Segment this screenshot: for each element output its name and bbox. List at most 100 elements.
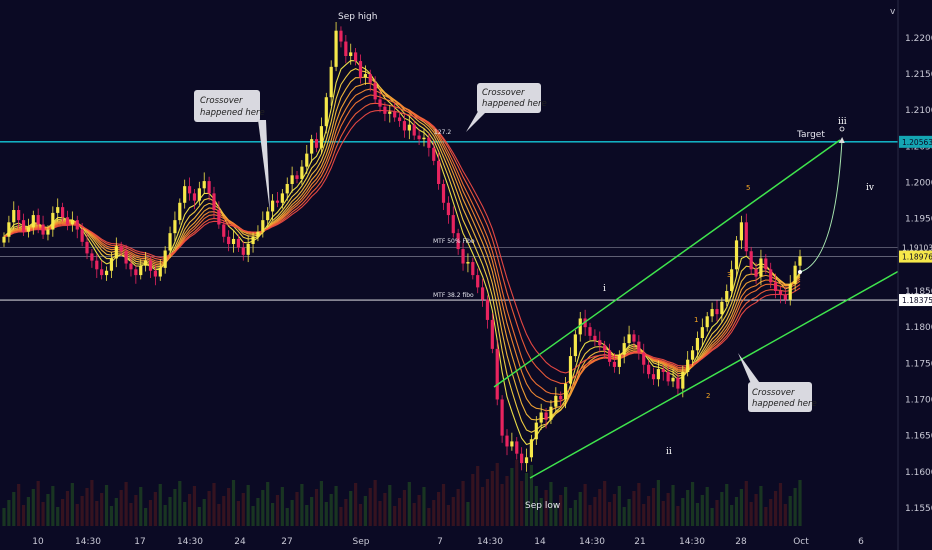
candle-body: [466, 262, 470, 264]
candle-body: [168, 233, 172, 251]
volume-bar: [344, 499, 348, 526]
candle-body: [622, 343, 626, 355]
mtf-382-label: MTF 38.2 fibo: [433, 292, 474, 299]
candle-body: [65, 217, 70, 225]
candle-body: [319, 126, 324, 148]
candle-body: [2, 236, 6, 243]
candle-body: [739, 222, 743, 241]
candle-body: [31, 215, 35, 228]
candle-body: [700, 327, 704, 338]
candle-body: [651, 374, 656, 380]
volume-bar: [461, 481, 465, 526]
volume-bar: [383, 493, 387, 526]
candle-body: [798, 256, 802, 266]
candle-body: [349, 52, 353, 56]
volume-bar: [554, 503, 558, 526]
candle-body: [578, 318, 582, 335]
volume-bar: [334, 486, 338, 526]
callout-2[interactable]: Crossover happened here: [466, 83, 547, 132]
candle-body: [114, 246, 118, 259]
volume-bar: [266, 482, 270, 526]
volume-bar: [246, 485, 250, 526]
candle-body: [61, 207, 65, 218]
candle-body: [534, 422, 538, 440]
volume-bar: [749, 502, 753, 526]
volume-bar: [759, 486, 763, 526]
candle-body: [783, 294, 787, 300]
channel-lower-line[interactable]: [529, 266, 907, 479]
volume-bar: [12, 492, 16, 526]
callout-1[interactable]: Crossover happened here: [194, 90, 270, 212]
volume-bar: [217, 504, 221, 526]
candlesticks: [2, 22, 802, 472]
volume-bar: [314, 489, 319, 526]
candle-body: [759, 258, 763, 277]
candle-body: [632, 334, 636, 342]
candle-body: [124, 251, 128, 264]
candle-body: [36, 215, 40, 225]
price-axis[interactable]: v 1.220001.215001.210001.205001.200001.1…: [890, 0, 932, 550]
volume-bar: [603, 481, 607, 526]
time-axis[interactable]: 10 14:30 17 14:30 24 27 Sep 7 14:30 14 14:30 21 14:3…: [32, 537, 864, 547]
callout-3[interactable]: Crossover happened here: [738, 353, 817, 412]
volume-bar: [109, 506, 114, 526]
volume-bar: [549, 482, 553, 526]
candle-body: [734, 240, 739, 270]
price-tick-label: 1.22000: [905, 34, 932, 44]
candle-body: [305, 153, 309, 167]
candle-body: [539, 412, 543, 423]
channel-upper-line[interactable]: [493, 139, 841, 388]
volume-bar: [671, 485, 675, 526]
volume-bar: [7, 500, 11, 526]
candle-body: [437, 160, 441, 184]
volume-bar: [324, 502, 328, 526]
candle-body: [495, 348, 499, 400]
volume-bar: [798, 480, 802, 526]
candle-body: [471, 262, 475, 276]
volume-bar: [412, 503, 416, 526]
candle-body: [730, 269, 734, 291]
volume-bar: [681, 498, 685, 526]
ema-line-13: [3, 88, 801, 403]
fib-127-label: 127.2: [434, 129, 451, 136]
time-axis-ticks: 10 14:30 17 14:30 24 27 Sep 7 14:30 14 14:30 21 14:3…: [32, 537, 864, 547]
candle-body: [407, 124, 411, 131]
candle-body: [354, 52, 358, 62]
time-tick-label: Sep: [353, 537, 370, 547]
candle-body: [46, 229, 50, 235]
price-tag-label: 1.20563: [902, 138, 932, 147]
volume-bar: [373, 480, 377, 526]
candle-body: [725, 291, 729, 302]
candle-body: [324, 97, 328, 127]
volume-bar: [70, 483, 74, 526]
volume-bar: [124, 482, 128, 526]
volume-bar: [476, 466, 480, 526]
volume-bar: [31, 489, 35, 526]
wave-2-label: 2: [706, 392, 710, 400]
volume-bar: [524, 473, 529, 526]
volume-bar: [529, 465, 534, 526]
candle-body: [183, 186, 187, 203]
candle-body: [26, 227, 31, 232]
candle-body: [163, 250, 167, 268]
volume-bar: [354, 483, 358, 526]
volume-bar: [539, 498, 543, 526]
candle-body: [573, 334, 577, 357]
volume-bar: [227, 488, 231, 526]
price-tag-box: [899, 241, 932, 254]
candle-body: [412, 124, 416, 136]
candle-body: [627, 334, 631, 344]
candle-body: [690, 350, 695, 360]
candle-body: [158, 267, 162, 277]
candle-body: [720, 301, 724, 315]
wave-3-label: 3: [727, 271, 731, 279]
volume-bar: [568, 508, 573, 526]
projection-curve[interactable]: [799, 137, 845, 273]
candle-body: [187, 186, 192, 194]
price-tick-label: 1.16000: [905, 468, 932, 478]
volume-bar: [637, 483, 641, 526]
candle-body: [393, 111, 397, 118]
candle-body: [705, 316, 709, 328]
